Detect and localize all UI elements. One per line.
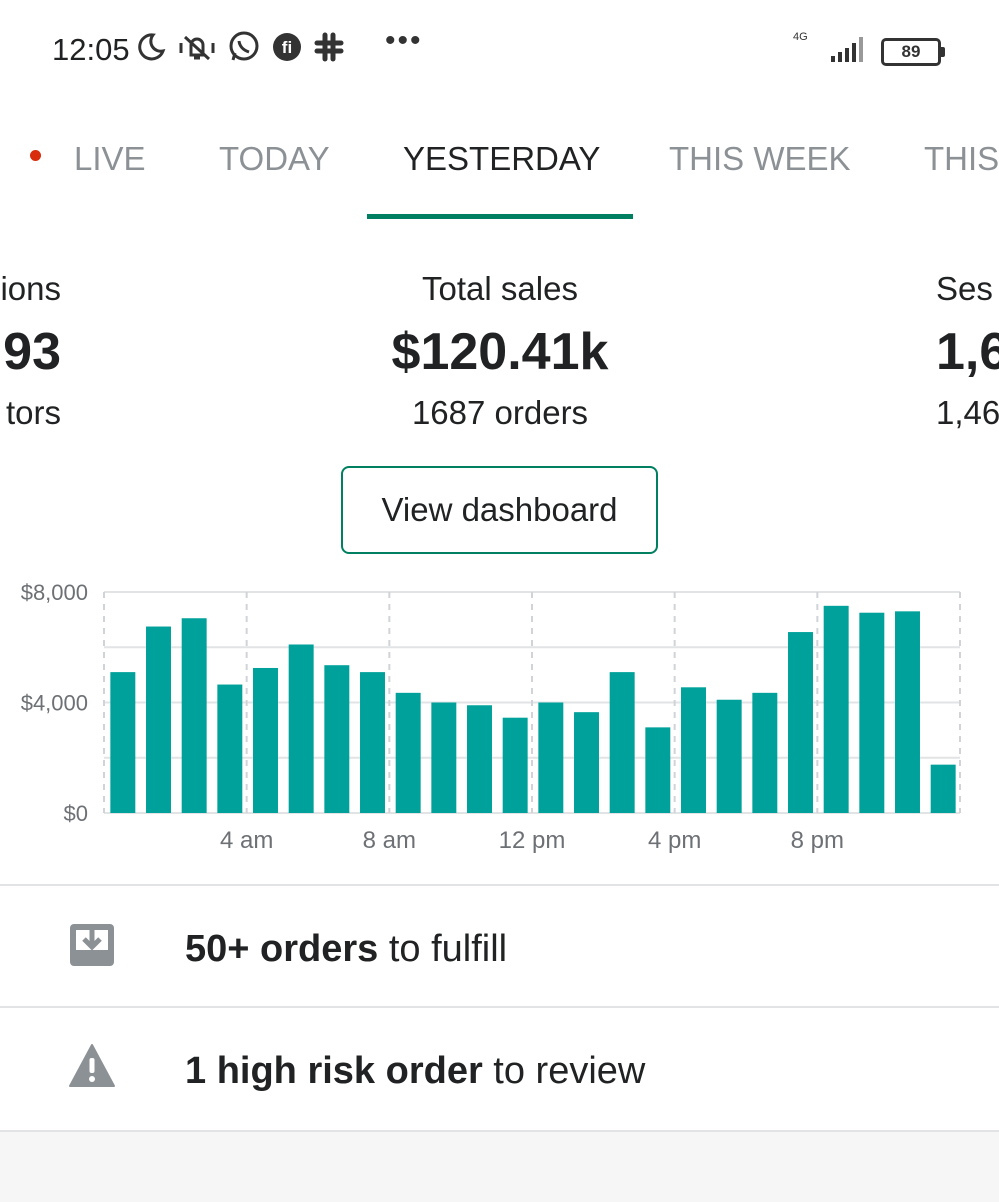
hourly-sales-chart: $8,000 $4,000 $0 4 am 8 am 12 pm 4 pm 8 pm	[21, 580, 961, 854]
slack-icon	[313, 31, 345, 63]
x-tick-label: 4 pm	[648, 827, 701, 854]
high-risk-order-bold: 1 high risk order	[185, 1050, 483, 1092]
x-tick-label: 12 pm	[499, 827, 566, 854]
chart-bar	[930, 764, 956, 813]
chart-bar	[823, 605, 849, 813]
x-tick-label: 8 am	[363, 827, 416, 854]
chart-bar	[788, 632, 813, 813]
chart-bar	[609, 672, 635, 813]
chart-bar	[716, 699, 742, 813]
high-risk-order-text: 1 high risk order to review	[185, 1050, 645, 1093]
chart-bar	[253, 667, 278, 813]
view-dashboard-button[interactable]: View dashboard	[341, 466, 658, 554]
orders-to-fulfill-bold: 50+ orders	[185, 928, 379, 970]
more-notifications-icon: •••	[385, 24, 423, 57]
status-bar: 12:05 fi ••• 4G 89	[0, 0, 999, 100]
chart-bar	[538, 702, 564, 813]
signal-icon: 4G	[793, 31, 869, 69]
x-tick-label: 4 am	[220, 827, 273, 854]
tab-live[interactable]: LIVE	[74, 140, 146, 177]
active-tab-indicator	[367, 214, 633, 219]
tab-this-month[interactable]: THIS	[924, 140, 999, 177]
metric-right-value: 1,6	[936, 323, 999, 381]
chart-bar	[467, 705, 492, 813]
chart-bar	[895, 611, 920, 813]
y-tick-label: $8,000	[21, 580, 88, 605]
metric-right-label: Ses	[936, 270, 993, 307]
orders-to-fulfill-rest: to fulfill	[378, 928, 508, 970]
metric-left-label: ions	[0, 270, 61, 307]
chart-bar	[859, 612, 885, 813]
tab-this-week[interactable]: THIS WEEK	[669, 140, 851, 177]
tab-today[interactable]: TODAY	[219, 140, 330, 177]
status-time: 12:05	[52, 32, 130, 67]
y-tick-label: $0	[64, 801, 88, 826]
inbox-download-icon	[68, 920, 116, 968]
high-risk-order-row[interactable]: 1 high risk order to review	[0, 1006, 999, 1128]
total-sales-orders: 1687 orders	[411, 394, 589, 431]
bottom-divider-band	[0, 1130, 999, 1202]
chart-bar	[360, 672, 385, 813]
total-sales-value: $120.41k	[391, 323, 609, 381]
warning-icon	[68, 1042, 116, 1090]
app-badge-icon: fi	[271, 31, 303, 63]
metric-left-sub: tors	[5, 394, 61, 431]
orders-to-fulfill-text: 50+ orders to fulfill	[185, 928, 507, 971]
chart-bar	[110, 672, 136, 813]
orders-to-fulfill-row[interactable]: 50+ orders to fulfill	[0, 884, 999, 1006]
high-risk-order-rest: to review	[482, 1050, 646, 1092]
chart-bar	[574, 712, 599, 813]
y-tick-label: $4,000	[21, 691, 88, 716]
whatsapp-icon	[227, 30, 261, 64]
chart-bar	[681, 687, 706, 813]
mute-vibrate-icon	[177, 31, 217, 63]
chart-bar	[217, 684, 243, 813]
chart-bar	[645, 727, 671, 813]
moon-icon	[135, 31, 167, 63]
metric-left-value: 93	[3, 323, 61, 381]
chart-bar	[181, 618, 207, 813]
status-right: 4G 89	[793, 31, 945, 69]
tab-yesterday[interactable]: YESTERDAY	[403, 140, 601, 177]
chart-bar	[502, 717, 528, 813]
chart-bar	[146, 626, 171, 813]
network-type: 4G	[793, 31, 808, 43]
svg-text:fi: fi	[282, 38, 292, 57]
metric-right-sub: 1,46	[936, 394, 999, 431]
chart-bar	[288, 644, 314, 813]
chart-bar	[431, 702, 457, 813]
status-icons: fi •••	[135, 24, 423, 64]
total-sales-label: Total sales	[422, 270, 578, 307]
x-tick-label: 8 pm	[791, 827, 844, 854]
battery-icon: 89	[881, 37, 945, 66]
chart-bar	[395, 692, 421, 813]
chart-bar	[752, 692, 778, 813]
chart-bar	[324, 665, 350, 813]
live-dot	[30, 150, 41, 161]
